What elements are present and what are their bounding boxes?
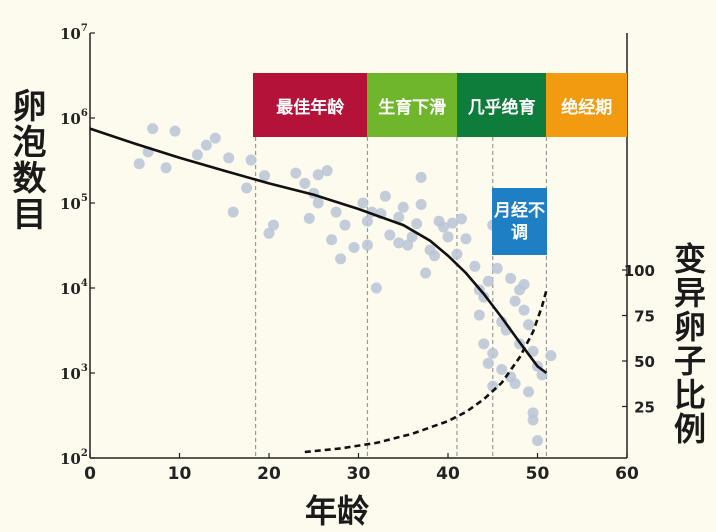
y2-tick-label: 50 xyxy=(634,353,655,371)
follicle-data-point xyxy=(393,211,405,223)
follicle-data-point xyxy=(482,357,494,369)
follicle-data-point xyxy=(446,217,458,229)
follicle-data-point xyxy=(241,182,253,194)
follicle-data-point xyxy=(532,435,543,447)
x-axis-label: 年龄 xyxy=(305,492,370,530)
follicle-data-point xyxy=(339,219,351,231)
y-tick-label: 105 xyxy=(60,193,88,213)
follicle-data-point xyxy=(518,304,530,316)
follicle-data-point xyxy=(397,201,409,213)
follicle-data-point xyxy=(335,253,347,265)
follicle-data-point xyxy=(527,414,539,426)
follicle-data-point xyxy=(227,206,239,218)
follicle-data-point xyxy=(267,219,279,231)
x-tick-label: 20 xyxy=(257,464,281,484)
follicle-data-point xyxy=(451,248,463,260)
follicle-data-point xyxy=(460,233,472,245)
follicle-data-point xyxy=(169,125,181,137)
y-tick-label: 107 xyxy=(60,23,88,43)
x-tick-label: 30 xyxy=(347,464,371,484)
x-tick-label: 10 xyxy=(168,464,192,484)
abnormal-egg-ratio-curve xyxy=(304,289,548,454)
follicle-data-point xyxy=(393,237,405,249)
follicle-data-point xyxy=(496,316,508,328)
follicle-data-point xyxy=(147,123,159,135)
follicle-data-point xyxy=(402,239,414,251)
stage-band: 几乎绝育 xyxy=(456,73,547,137)
stage-band: 绝经期 xyxy=(546,73,627,137)
stage-guide-lines xyxy=(254,137,548,458)
follicle-data-point xyxy=(299,177,311,189)
trend-curves xyxy=(89,127,548,454)
follicle-data-point xyxy=(370,282,382,294)
follicle-data-point xyxy=(209,132,221,144)
follicle-data-point xyxy=(420,267,432,279)
follicle-data-point xyxy=(545,350,557,362)
follicle-data-point xyxy=(415,199,427,211)
menses-irregular-callout: 月经不调 xyxy=(492,188,547,255)
follicle-data-point xyxy=(326,234,338,246)
follicle-data-point xyxy=(509,378,521,390)
follicle-data-point xyxy=(290,167,302,179)
follicle-data-point xyxy=(223,152,235,164)
follicle-data-point xyxy=(527,345,539,357)
y2-tick-label: 75 xyxy=(634,308,655,326)
follicle-data-point xyxy=(442,231,454,243)
follicle-data-point xyxy=(259,170,271,182)
follicle-data-point xyxy=(330,206,342,218)
follicle-data-point xyxy=(482,275,494,287)
x-tick-label: 0 xyxy=(84,464,96,484)
y2-axis-label: 变异卵子比例 xyxy=(669,242,707,446)
x-tick-label: 60 xyxy=(615,464,639,484)
y-axis-label: 卵泡数目 xyxy=(6,88,46,232)
follicle-data-point xyxy=(361,239,373,251)
follicle-data-point xyxy=(406,231,418,243)
y2-tick-label: 100 xyxy=(624,262,655,280)
follicle-data-point xyxy=(523,386,535,398)
follicle-data-point xyxy=(263,227,275,239)
follicle-data-point xyxy=(469,260,481,272)
follicle-data-point xyxy=(303,212,315,224)
follicle-data-point xyxy=(200,139,212,151)
y-tick-label: 104 xyxy=(60,278,88,298)
stage-band: 最佳年龄 xyxy=(253,73,368,137)
follicle-data-point xyxy=(505,272,517,284)
follicle-data-point xyxy=(491,262,503,274)
follicle-data-point xyxy=(384,229,396,241)
follicle-data-point xyxy=(379,190,391,202)
y2-tick-label: 25 xyxy=(634,399,655,417)
follicle-data-point xyxy=(478,291,490,303)
follicle-data-point xyxy=(133,158,145,170)
y-tick-label: 106 xyxy=(60,108,88,128)
follicle-data-point xyxy=(487,347,499,359)
follicle-data-point xyxy=(415,171,427,183)
follicle-data-point xyxy=(160,162,172,174)
follicle-data-point xyxy=(312,169,324,181)
follicle-data-point xyxy=(478,338,490,350)
x-tick-label: 40 xyxy=(436,464,460,484)
follicle-count-curve xyxy=(89,127,548,375)
follicle-data-point xyxy=(245,154,257,166)
follicle-data-point xyxy=(321,165,333,177)
follicle-data-point xyxy=(348,241,360,253)
follicle-data-point xyxy=(523,319,535,331)
follicle-data-point xyxy=(429,250,441,262)
follicle-data-point xyxy=(361,215,373,227)
follicle-data-point xyxy=(455,213,467,225)
x-tick-label: 50 xyxy=(526,464,550,484)
follicle-data-point xyxy=(312,197,324,209)
follicle-data-point xyxy=(509,295,521,307)
follicle-data-point xyxy=(357,197,369,209)
axes xyxy=(89,32,628,459)
follicle-data-point xyxy=(473,309,485,321)
y-tick-label: 103 xyxy=(60,363,88,383)
follicle-data-point xyxy=(518,278,530,290)
stage-band: 生育下滑 xyxy=(367,73,457,137)
follicle-data-point xyxy=(191,149,203,161)
follicle-data-point xyxy=(496,363,508,375)
follicle-data-point xyxy=(411,218,423,230)
follicle-data-point xyxy=(438,221,450,233)
